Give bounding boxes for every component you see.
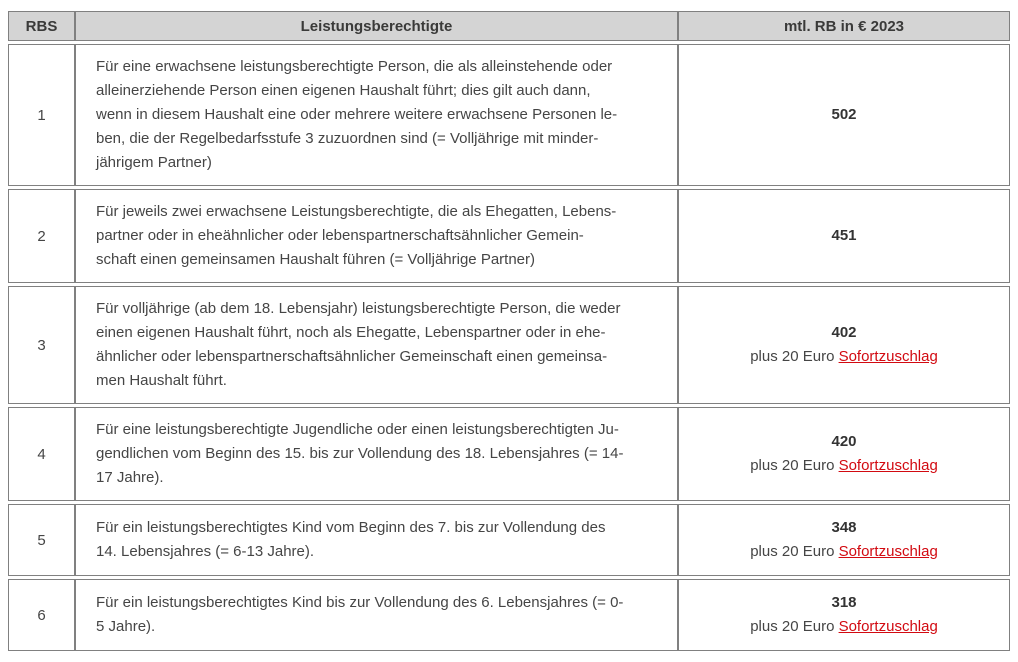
header-row: RBS Leistungsberechtigte mtl. RB in € 20…	[8, 11, 1010, 41]
description-text: Für eine erwachsene leistungsberechtigte…	[96, 58, 618, 171]
supplement-prefix: plus 20 Euro	[750, 618, 839, 635]
sofortzuschlag-link[interactable]: Sofortzuschlag	[838, 348, 938, 365]
amount-value: 451	[831, 227, 857, 244]
header-rbs: RBS	[8, 11, 75, 41]
rbs-number: 1	[8, 44, 75, 186]
table-row: 4 Für eine leistungsberechtigte Jugendli…	[8, 407, 1010, 501]
description-cell: Für volljährige (ab dem 18. Lebensjahr) …	[75, 286, 678, 404]
supplement-prefix: plus 20 Euro	[750, 457, 839, 474]
amount-value: 420	[831, 433, 857, 450]
table-row: 3 Für volljährige (ab dem 18. Lebensjahr…	[8, 286, 1010, 404]
description-cell: Für eine erwachsene leistungsberechtigte…	[75, 44, 678, 186]
rbs-number: 5	[8, 504, 75, 576]
supplement-prefix: plus 20 Euro	[750, 348, 839, 365]
description-text: Für volljährige (ab dem 18. Lebensjahr) …	[96, 300, 621, 389]
supplement-prefix: plus 20 Euro	[750, 543, 839, 560]
table-row: 2 Für jeweils zwei erwachsene Leistungsb…	[8, 189, 1010, 283]
supplement-text: plus 20 Euro Sofortzuschlag	[750, 618, 938, 635]
amount-value: 402	[831, 324, 857, 341]
description-cell: Für ein leistungsberechtigtes Kind bis z…	[75, 579, 678, 651]
amount-cell: 420 plus 20 Euro Sofortzuschlag	[678, 407, 1010, 501]
amount-cell: 502	[678, 44, 1010, 186]
rbs-number: 2	[8, 189, 75, 283]
supplement-text: plus 20 Euro Sofortzuschlag	[750, 348, 938, 365]
rbs-number: 4	[8, 407, 75, 501]
amount-value: 502	[831, 106, 857, 123]
header-amount: mtl. RB in € 2023	[678, 11, 1010, 41]
table-row: 6 Für ein leistungsberechtigtes Kind bis…	[8, 579, 1010, 651]
amount-cell: 348 plus 20 Euro Sofortzuschlag	[678, 504, 1010, 576]
sofortzuschlag-link[interactable]: Sofortzuschlag	[838, 543, 938, 560]
supplement-text: plus 20 Euro Sofortzuschlag	[750, 457, 938, 474]
rbs-number: 6	[8, 579, 75, 651]
description-text: Für jeweils zwei erwachsene Leistungsber…	[96, 203, 617, 268]
amount-value: 348	[831, 519, 857, 536]
amount-cell: 402 plus 20 Euro Sofortzuschlag	[678, 286, 1010, 404]
table-row: 5 Für ein leistungsberechtigtes Kind vom…	[8, 504, 1010, 576]
description-cell: Für eine leistungsberechtigte Jugendlich…	[75, 407, 678, 501]
amount-cell: 451	[678, 189, 1010, 283]
supplement-text: plus 20 Euro Sofortzuschlag	[750, 543, 938, 560]
description-text: Für eine leistungsberechtigte Jugendlich…	[96, 421, 624, 486]
description-text: Für ein leistungsberechtigtes Kind vom B…	[96, 519, 606, 560]
description-cell: Für ein leistungsberechtigtes Kind vom B…	[75, 504, 678, 576]
table-row: 1 Für eine erwachsene leistungsberechtig…	[8, 44, 1010, 186]
sofortzuschlag-link[interactable]: Sofortzuschlag	[838, 618, 938, 635]
description-text: Für ein leistungsberechtigtes Kind bis z…	[96, 594, 624, 635]
regelbedarf-table: RBS Leistungsberechtigte mtl. RB in € 20…	[8, 8, 1010, 654]
amount-cell: 318 plus 20 Euro Sofortzuschlag	[678, 579, 1010, 651]
header-beneficiaries: Leistungsberechtigte	[75, 11, 678, 41]
amount-value: 318	[831, 594, 857, 611]
sofortzuschlag-link[interactable]: Sofortzuschlag	[838, 457, 938, 474]
rbs-number: 3	[8, 286, 75, 404]
description-cell: Für jeweils zwei erwachsene Leistungsber…	[75, 189, 678, 283]
